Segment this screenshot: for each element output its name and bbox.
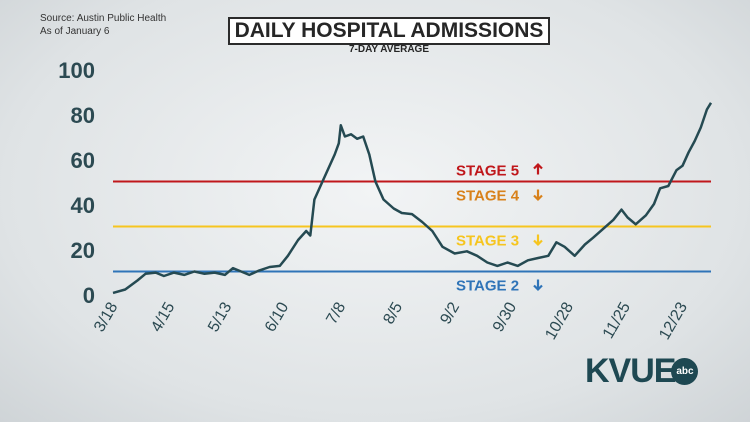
kvue-logo: KVUE abc — [585, 352, 699, 390]
y-tick-label: 0 — [83, 283, 95, 308]
x-tick-label: 9/30 — [490, 299, 520, 335]
x-tick-label: 11/25 — [600, 299, 634, 341]
arrow-down-icon — [533, 189, 543, 202]
stage-label: STAGE 3 — [456, 233, 519, 250]
arrow-down-icon — [533, 234, 543, 247]
chart-subtitle: 7-DAY AVERAGE — [348, 44, 430, 55]
x-tick-label: 9/2 — [437, 299, 463, 327]
y-tick-label: 100 — [58, 58, 95, 83]
stage-label: STAGE 5 — [456, 163, 519, 180]
arrow-down-icon — [533, 279, 543, 292]
chart-title: DAILY HOSPITAL ADMISSIONS — [228, 17, 550, 45]
x-tick-label: 5/13 — [205, 299, 235, 335]
x-tick-label: 4/15 — [148, 299, 178, 335]
stage-label: STAGE 4 — [456, 188, 520, 205]
y-tick-label: 60 — [71, 148, 95, 173]
abc-badge: abc — [671, 357, 699, 385]
x-tick-label: 7/8 — [323, 299, 349, 327]
source-text: Source: Austin Public Health — [40, 13, 167, 24]
arrow-up-icon — [533, 162, 543, 175]
x-tick-label: 8/5 — [380, 299, 406, 327]
x-tick-label: 3/18 — [91, 299, 121, 335]
admissions-line — [112, 102, 713, 295]
logo-text: KVUE — [585, 352, 676, 390]
y-tick-label: 40 — [71, 193, 95, 218]
stage-label: STAGE 2 — [456, 278, 519, 295]
source-note: Source: Austin Public Health As of Janua… — [40, 12, 166, 38]
date-note: As of January 6 — [40, 26, 110, 37]
x-tick-label: 12/23 — [656, 299, 691, 342]
y-tick-label: 20 — [71, 238, 95, 263]
y-tick-label: 80 — [71, 103, 95, 128]
x-tick-label: 10/28 — [542, 299, 577, 342]
x-tick-label: 6/10 — [262, 299, 292, 335]
